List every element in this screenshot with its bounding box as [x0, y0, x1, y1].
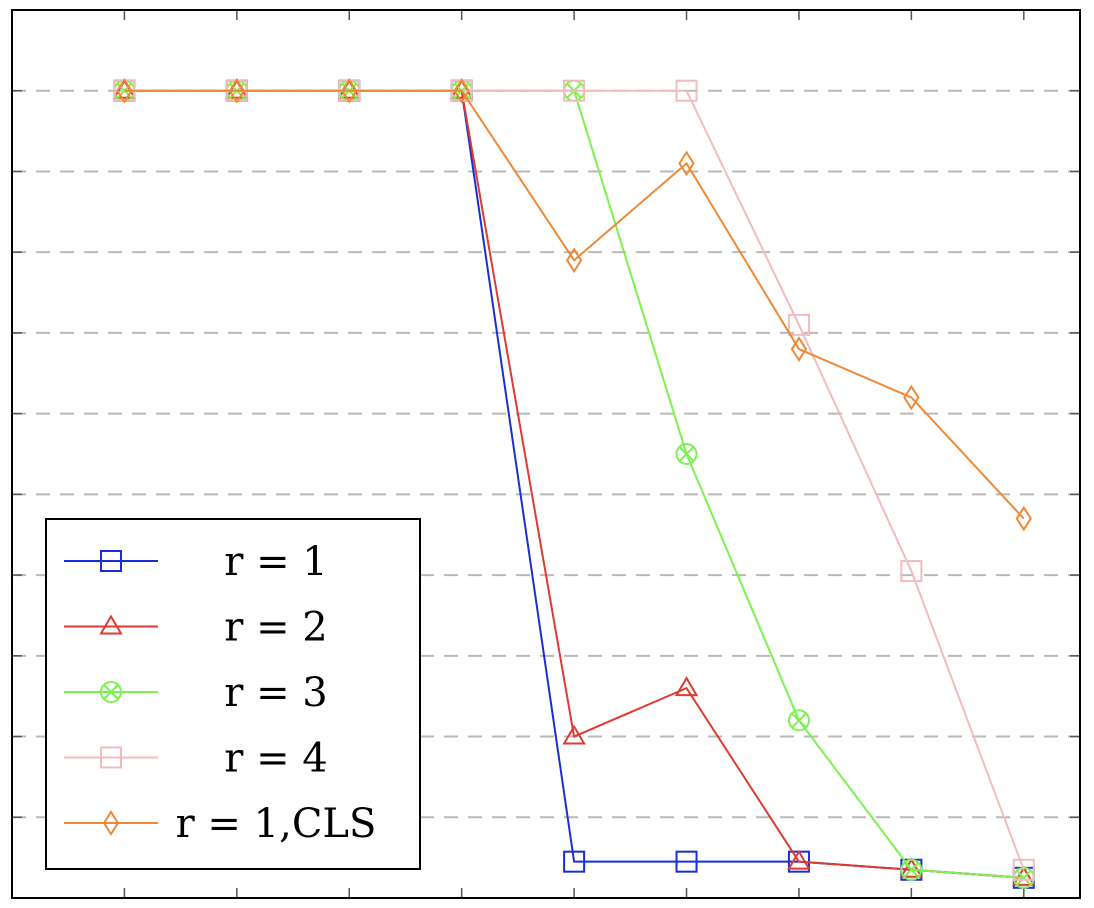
- legend-swatch-marker: [102, 810, 120, 836]
- data-point: [787, 709, 810, 732]
- legend-swatch-marker: [100, 550, 122, 572]
- data-point: [675, 79, 698, 102]
- data-point: [674, 676, 699, 697]
- data-point: [899, 857, 924, 878]
- data-point: [228, 77, 246, 104]
- legend: r = 1 r = 2 r = 3 r = 4 r = 1,CLS: [45, 518, 421, 870]
- data-point: [787, 313, 810, 336]
- legend-entry: r = 4: [64, 736, 328, 782]
- data-point: [900, 560, 923, 583]
- data-point: [453, 77, 470, 104]
- data-point: [678, 150, 695, 177]
- series-5: [116, 77, 1032, 532]
- data-point: [563, 850, 586, 873]
- data-point: [563, 79, 586, 102]
- data-point: [787, 849, 811, 870]
- data-point: [1012, 865, 1036, 886]
- legend-label: r = 3: [224, 670, 328, 716]
- data-point: [562, 724, 586, 745]
- data-point: [903, 384, 920, 411]
- legend-swatch-marker: [100, 746, 122, 769]
- data-point: [900, 858, 923, 881]
- legend-label: r = 4: [224, 736, 328, 782]
- legend-swatch-marker: [100, 681, 122, 703]
- plot-frame: [11, 9, 1081, 899]
- data-point: [675, 850, 698, 873]
- data-point: [341, 77, 358, 104]
- legend-label: r = 2: [224, 605, 328, 651]
- data-point: [565, 247, 583, 274]
- data-point: [1015, 505, 1032, 532]
- data-point: [675, 443, 698, 465]
- legend-entry: r = 3: [64, 670, 328, 716]
- legend-entry: r = 1,CLS: [64, 801, 376, 847]
- legend-swatch-marker: [99, 614, 123, 635]
- series-group: [112, 77, 1036, 889]
- legend-label: r = 1,CLS: [176, 801, 377, 847]
- data-point: [790, 336, 808, 362]
- legend-entry: r = 2: [64, 605, 328, 651]
- series-line: [124, 89, 1025, 520]
- legend-entry: r = 1: [64, 539, 328, 585]
- axis-ticks: [12, 10, 1080, 898]
- data-point: [1012, 858, 1035, 881]
- legend-label: r = 1: [224, 539, 328, 585]
- data-point: [116, 77, 133, 104]
